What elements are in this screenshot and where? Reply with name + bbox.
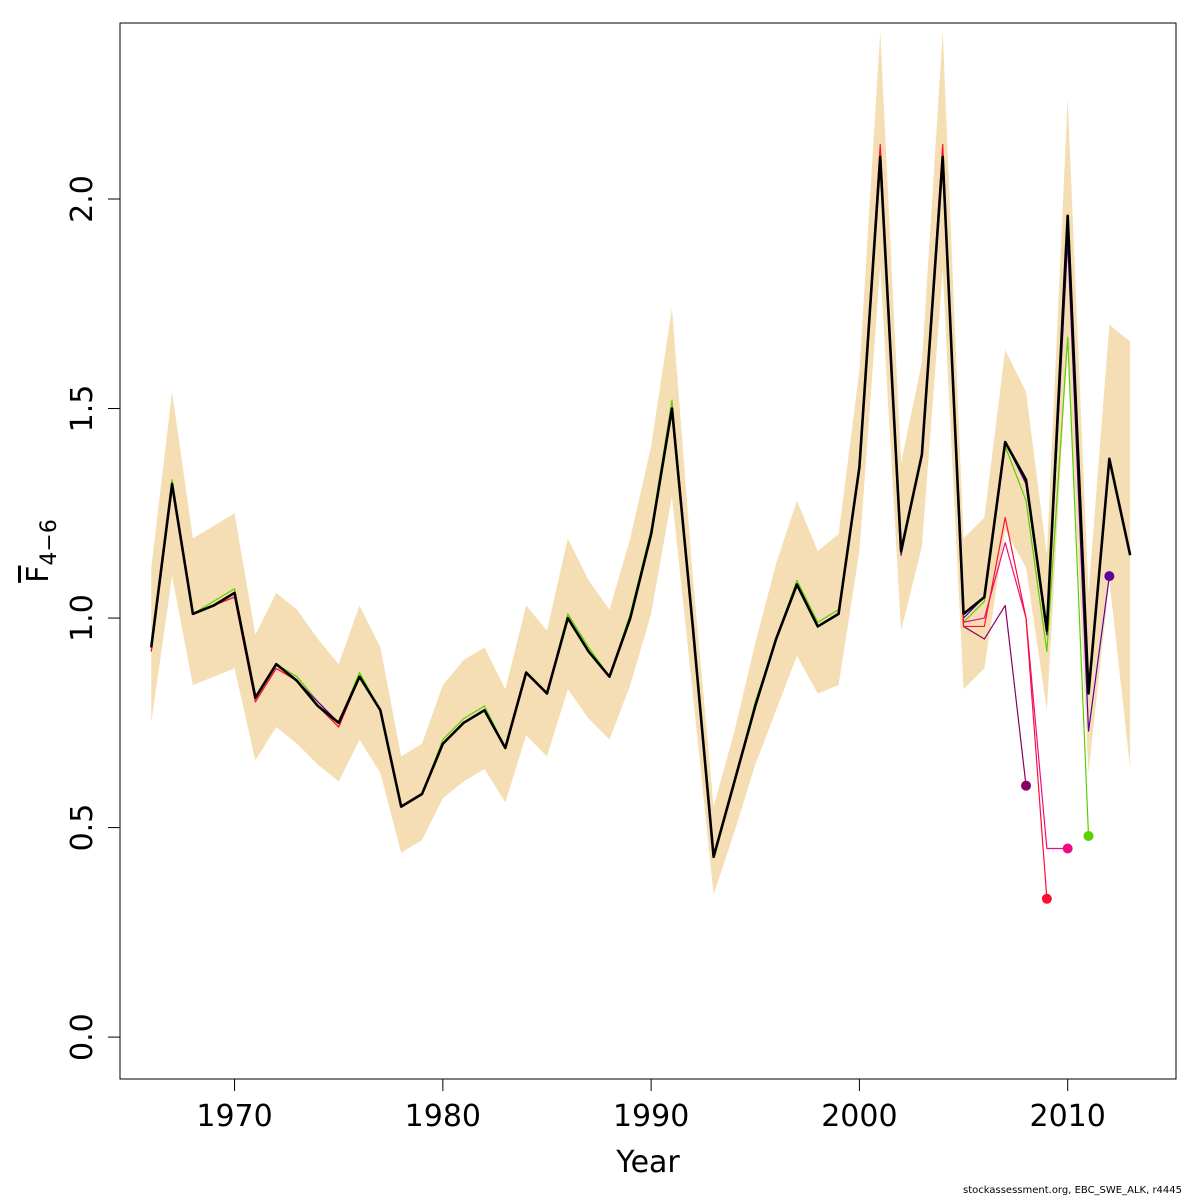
y-tick-label: 1.5 (65, 385, 100, 433)
y-axis-title-main: F (21, 566, 56, 583)
x-axis-title: Year (615, 1145, 680, 1180)
x-tick-label: 2000 (821, 1099, 897, 1134)
series-layer (149, 143, 1132, 899)
x-tick-label: 1970 (196, 1099, 272, 1134)
y-axis-title: F4−6 (21, 519, 62, 583)
series-end-point-4 (1021, 780, 1032, 791)
y-tick-label: 2.0 (65, 175, 100, 223)
x-tick-label: 1990 (613, 1099, 689, 1134)
series-end-point-5 (1041, 893, 1052, 904)
end-marker-layer (1021, 571, 1115, 904)
y-axis-title-sub: 4−6 (37, 519, 62, 565)
series-line-6 (149, 155, 1132, 859)
credit-text: stockassessment.org, EBC_SWE_ALK, r4445 (963, 1185, 1182, 1196)
y-tick-label: 1.0 (65, 594, 100, 642)
series-end-point-2 (1104, 571, 1115, 582)
series-end-point-1 (1083, 830, 1094, 841)
series-end-point-3 (1062, 843, 1073, 854)
x-axis: 1970 1980 1990 2000 2010 (196, 1078, 1106, 1134)
y-axis: 0.0 0.5 1.0 1.5 2.0 (65, 175, 121, 1061)
x-tick-label: 2010 (1030, 1099, 1106, 1134)
x-tick-label: 1980 (405, 1099, 481, 1134)
y-tick-label: 0.5 (65, 804, 100, 852)
y-tick-label: 0.0 (65, 1013, 100, 1061)
